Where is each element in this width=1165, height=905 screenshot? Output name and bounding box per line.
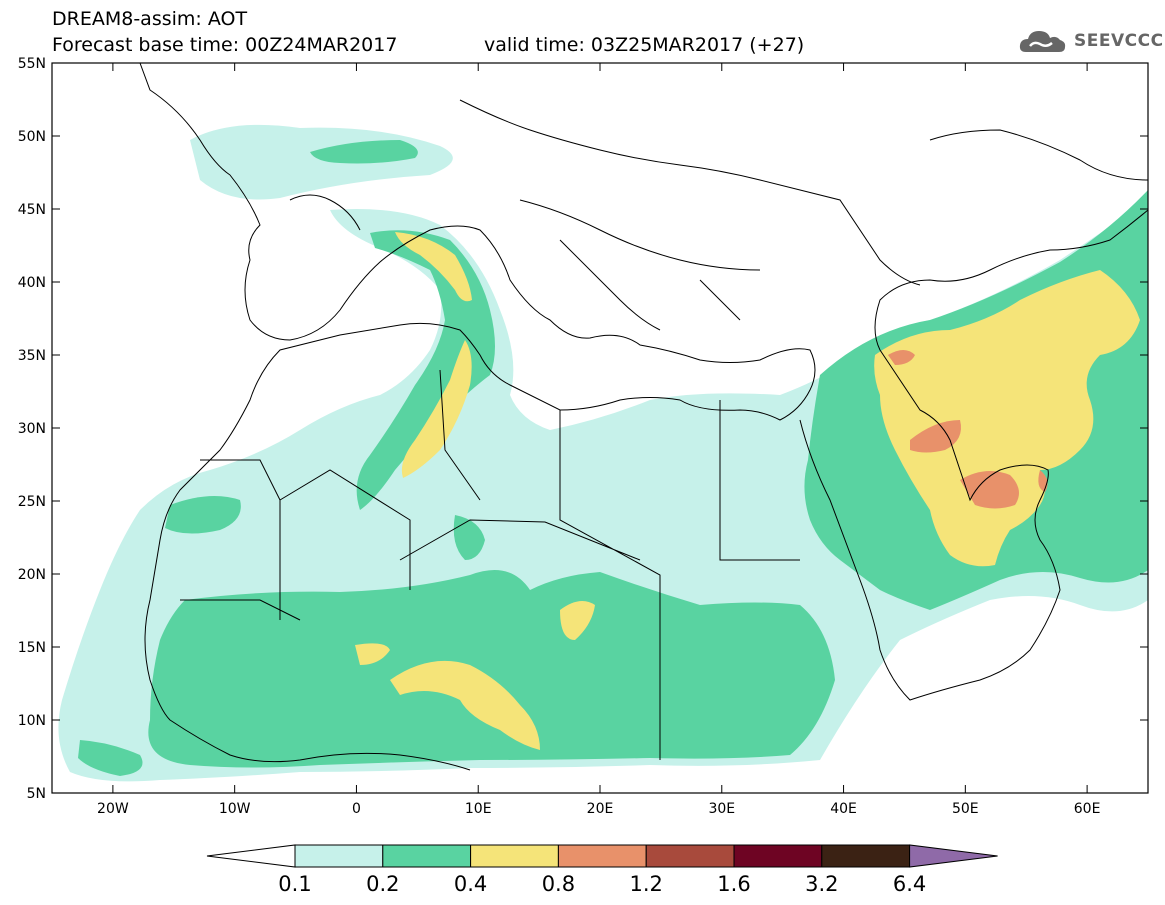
- colorbar-label: 0.4: [454, 872, 487, 896]
- lat-label: 25N: [18, 494, 46, 510]
- colorbar-label: 6.4: [893, 872, 926, 896]
- lon-label: 20E: [587, 801, 614, 817]
- colorbar-label: 3.2: [805, 872, 838, 896]
- lat-label: 5N: [27, 786, 46, 802]
- aot-band-0.8-1.2: [888, 350, 1048, 509]
- colorbar-label: 0.2: [366, 872, 399, 896]
- lat-label: 35N: [18, 348, 46, 364]
- title-line-2: Forecast base time: 00Z24MAR2017: [52, 34, 398, 56]
- lat-label: 20N: [18, 567, 46, 583]
- colorbar: 0.1 0.2 0.4 0.8 1.2 1.6 3.2 6.4: [206, 844, 998, 896]
- lat-label: 40N: [18, 275, 46, 291]
- lon-label: 50E: [952, 801, 979, 817]
- cloud-icon: [1019, 31, 1066, 52]
- lon-label: 0: [352, 801, 361, 817]
- lon-axis: 20W 10W 0 10E 20E 30E 40E 50E 60E: [97, 63, 1100, 817]
- lon-label: 40E: [830, 801, 857, 817]
- colorbar-arrow-high: [909, 844, 998, 868]
- lon-label: 20W: [97, 801, 129, 817]
- lon-label: 10E: [465, 801, 492, 817]
- colorbar-box: [557, 844, 647, 868]
- lat-label: 55N: [18, 56, 46, 72]
- aot-band-0.4-0.8: [355, 232, 1140, 750]
- lat-axis: 55N 50N 45N 40N 35N 30N 25N 20N 15N 10N 5N: [18, 56, 1148, 802]
- lat-label: 15N: [18, 640, 46, 656]
- colorbar-box: [821, 844, 911, 868]
- seevccc-logo: SEEVCCC: [1018, 24, 1164, 58]
- colorbar-box: [294, 844, 384, 868]
- colorbar-box: [733, 844, 823, 868]
- logo-text: SEEVCCC: [1074, 31, 1164, 51]
- lat-label: 30N: [18, 421, 46, 437]
- colorbar-label: 0.8: [542, 872, 575, 896]
- lat-label: 50N: [18, 129, 46, 145]
- colorbar-box: [382, 844, 472, 868]
- lon-label: 60E: [1074, 801, 1101, 817]
- colorbar-label: 1.6: [717, 872, 750, 896]
- lat-label: 45N: [18, 202, 46, 218]
- colorbar-arrow-low: [206, 844, 296, 868]
- colorbar-label: 0.1: [278, 872, 311, 896]
- coastlines-borders: [139, 63, 1148, 771]
- colorbar-box: [645, 844, 735, 868]
- title-line-1: DREAM8-assim: AOT: [52, 8, 248, 30]
- valid-time: valid time: 03Z25MAR2017 (+27): [484, 34, 805, 56]
- colorbar-label: 1.2: [629, 872, 662, 896]
- colorbar-box: [470, 844, 559, 868]
- aot-field: [58, 124, 1148, 782]
- lat-label: 10N: [18, 713, 46, 729]
- lon-label: 10W: [219, 801, 251, 817]
- lon-label: 30E: [708, 801, 735, 817]
